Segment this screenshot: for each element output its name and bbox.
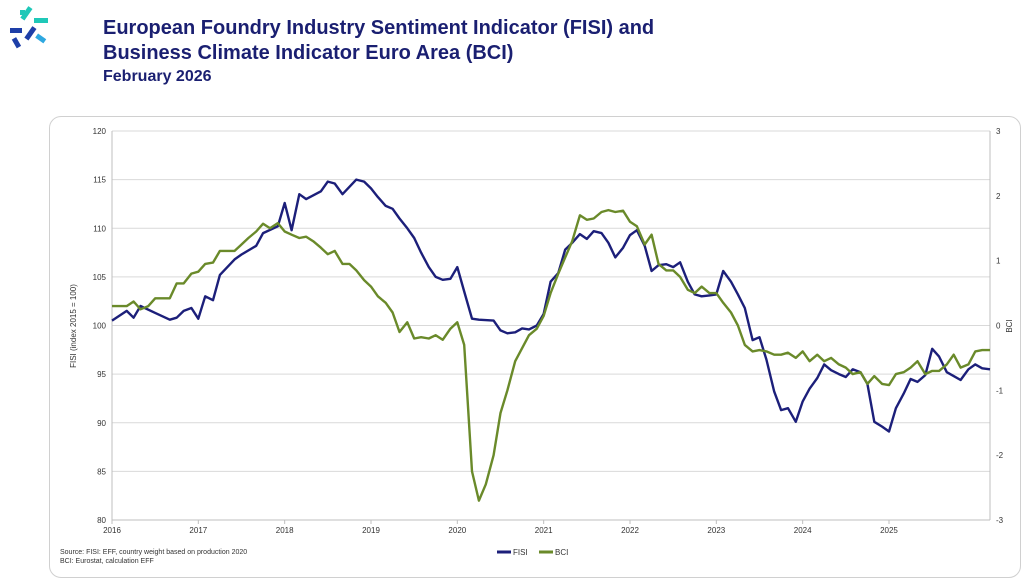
y-tick-label-right: 0 xyxy=(996,322,1001,331)
series-line-bci xyxy=(112,208,990,502)
legend-label-fisi: FISI xyxy=(513,548,528,557)
x-tick-label: 2025 xyxy=(880,526,898,535)
series-line-fisi xyxy=(111,178,991,433)
x-tick-label: 2019 xyxy=(362,526,380,535)
series-layer xyxy=(111,178,991,502)
y-tick-label-left: 95 xyxy=(97,370,106,379)
efs-logo-icon xyxy=(6,4,56,54)
title-block: European Foundry Industry Sentiment Indi… xyxy=(103,16,654,88)
y-tick-label-right: -2 xyxy=(996,451,1004,460)
x-tick-label: 2018 xyxy=(276,526,294,535)
y-tick-label-right: -3 xyxy=(996,516,1004,525)
x-tick-label: 2022 xyxy=(621,526,639,535)
x-tick-label: 2020 xyxy=(448,526,466,535)
y-axis-label-right: BCI xyxy=(1005,319,1014,332)
y-tick-label-right: 2 xyxy=(996,192,1001,201)
logo-bar-6 xyxy=(35,33,47,44)
y-tick-label-left: 100 xyxy=(93,322,107,331)
y-tick-label-left: 120 xyxy=(93,127,107,136)
source-line-2: BCI: Eurostat, calculation EFF xyxy=(60,558,154,565)
y-tick-label-right: 1 xyxy=(996,257,1001,266)
grid-layer xyxy=(112,130,990,521)
axis-layer: 80 85 90 95 100 105 110 115 120 -3 -2 -1 0 1 2 3 2016 201… xyxy=(93,127,1004,535)
x-tick-label: 2024 xyxy=(794,526,812,535)
y-tick-label-left: 110 xyxy=(93,224,106,233)
x-tick-label: 2017 xyxy=(189,526,207,535)
chart-subtitle: February 2026 xyxy=(103,68,212,85)
y-tick-label-left: 80 xyxy=(97,516,106,525)
chart-title-line-2: Business Climate Indicator Euro Area (BC… xyxy=(103,42,514,64)
logo-square-1 xyxy=(20,10,25,15)
y-tick-label-left: 105 xyxy=(93,273,107,282)
logo-bar-5 xyxy=(11,37,22,49)
legend: FISI BCI xyxy=(497,548,568,557)
x-tick-label: 2021 xyxy=(535,526,553,535)
chart-title-line-1: European Foundry Industry Sentiment Indi… xyxy=(103,17,655,39)
x-tick-label: 2023 xyxy=(707,526,725,535)
y-tick-label-left: 90 xyxy=(97,419,106,428)
y-axis-label-left: FISI (index 2015 = 100) xyxy=(69,284,78,368)
logo-bar-4 xyxy=(24,26,37,41)
y-tick-label-right: -1 xyxy=(996,386,1004,395)
logo-bar-3 xyxy=(10,28,22,33)
logo-bar-1 xyxy=(20,6,33,21)
source-line-1: Source: FISI: EFF, country weight based … xyxy=(60,549,248,556)
y-tick-label-left: 85 xyxy=(97,467,106,476)
y-tick-label-left: 115 xyxy=(93,176,106,185)
legend-label-bci: BCI xyxy=(555,548,568,557)
source-note: Source: FISI: EFF, country weight based … xyxy=(60,548,247,566)
chart-frame xyxy=(49,116,1021,578)
logo-bar-2 xyxy=(34,18,48,23)
x-tick-label: 2016 xyxy=(103,526,121,535)
y-tick-label-right: 3 xyxy=(996,127,1001,136)
